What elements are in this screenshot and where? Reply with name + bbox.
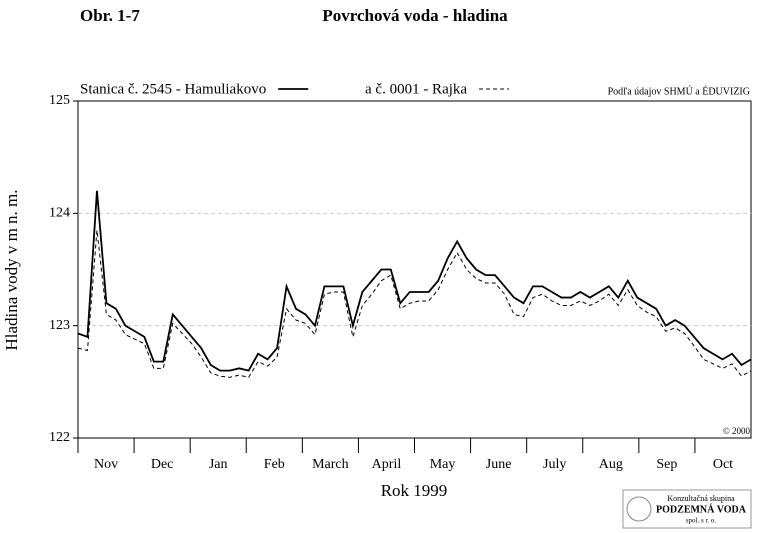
y-axis-label: Hladina vody v m n. m. <box>2 189 21 350</box>
series-line <box>77 230 752 378</box>
x-tick-label: Dec <box>151 457 174 472</box>
figure-label: Obr. 1-7 <box>80 6 140 25</box>
legend-label: a č. 0001 - Rajka <box>365 81 467 97</box>
x-axis-label: Rok 1999 <box>381 481 448 500</box>
y-tick-label: 125 <box>49 93 70 108</box>
chart-title: Povrchová voda - hladina <box>322 6 508 25</box>
plot-frame <box>77 100 752 439</box>
legend-label: Stanica č. 2545 - Hamuliakovo <box>80 81 266 97</box>
x-tick-label: Sep <box>656 457 677 472</box>
x-tick-label: April <box>372 457 402 472</box>
logo-box <box>622 489 752 529</box>
x-tick-label: Jan <box>209 457 228 472</box>
y-tick-label: 124 <box>49 206 70 221</box>
logo-icon <box>626 496 652 522</box>
y-tick-label: 122 <box>49 430 70 445</box>
y-tick-label: 123 <box>49 318 70 333</box>
x-tick-label: Feb <box>264 457 285 472</box>
x-tick-label: Nov <box>94 457 118 472</box>
logo: Konzultačná skupina PODZEMNÁ VODA spol. … <box>622 489 752 529</box>
source-note: Podľa údajov SHMÚ a ÉDUVIZIG <box>608 85 750 97</box>
x-tick-label: June <box>486 457 512 472</box>
x-tick-label: July <box>543 457 566 472</box>
x-tick-label: Oct <box>713 457 733 472</box>
logo-text: spol. s r. o. <box>686 517 717 525</box>
x-tick-label: May <box>430 457 456 472</box>
copyright: © 2000 <box>723 426 751 436</box>
x-tick-label: March <box>312 457 349 472</box>
x-tick-label: Aug <box>599 457 623 472</box>
logo-text: PODZEMNÁ VODA <box>656 503 747 515</box>
series-line <box>77 190 752 372</box>
logo-text: Konzultačná skupina <box>667 494 735 503</box>
